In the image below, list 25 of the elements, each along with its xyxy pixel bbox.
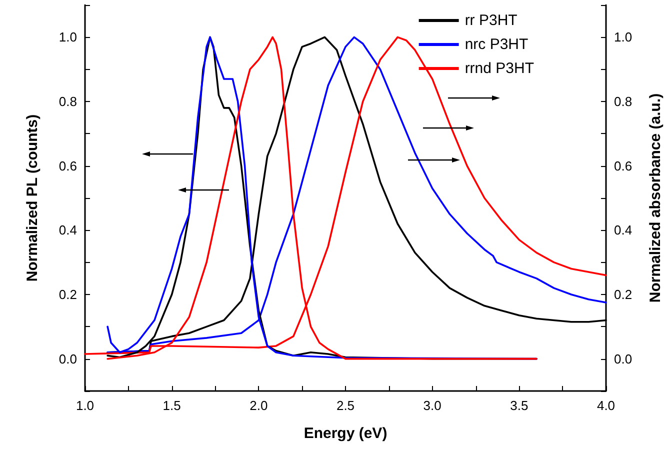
x-tick-label: 2.0 [250,398,268,413]
legend-label: rrnd P3HT [464,60,534,77]
y2-tick-label: 1.0 [614,30,632,45]
y2-axis-title: Normalized absorbance (a.u.) [647,93,664,303]
y-tick-label: 0.8 [58,94,77,109]
y-tick-label: 0.0 [58,351,77,366]
y2-tick-label: 0.6 [614,158,632,174]
x-tick-label: 4.0 [596,398,616,413]
x-tick-label: 2.5 [336,398,355,413]
y2-tick-label: 0.2 [614,287,632,302]
x-tick-label: 1.0 [76,398,94,413]
y2-tick-label: 0.0 [614,351,632,366]
y-axis-title: Normalized PL (counts) [24,114,41,282]
legend-label: rr P3HT [464,12,518,29]
x-tick-label: 1.5 [162,398,181,413]
y-tick-label: 0.2 [58,287,77,302]
x-tick-label: 3.0 [423,398,442,413]
y2-tick-label: 0.8 [614,94,632,109]
y2-tick-label: 0.4 [614,222,632,238]
x-tick-label: 3.5 [510,398,528,413]
y-tick-label: 1.0 [58,30,77,45]
x-axis-title: Energy (eV) [304,425,388,442]
legend-label: nrc P3HT [464,36,528,53]
y-tick-label: 0.6 [58,158,77,174]
y-tick-label: 0.4 [58,222,77,238]
